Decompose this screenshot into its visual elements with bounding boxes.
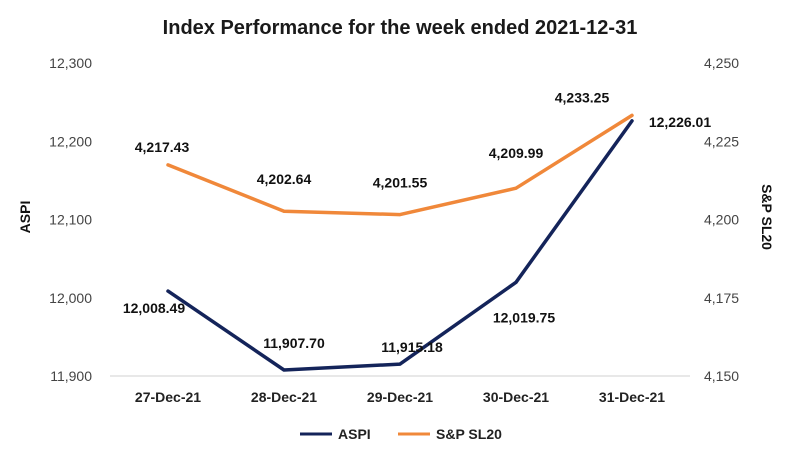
- data-label-sp-sl20: 4,233.25: [555, 89, 610, 105]
- left-axis-tick-label: 12,100: [49, 212, 92, 228]
- data-label-aspi: 12,008.49: [123, 300, 185, 316]
- x-axis-tick-label: 27-Dec-21: [135, 389, 201, 405]
- data-point-aspi: [282, 368, 286, 372]
- data-label-sp-sl20: 4,209.99: [489, 145, 544, 161]
- chart-title: Index Performance for the week ended 202…: [163, 17, 638, 39]
- left-axis-tick-label: 12,000: [49, 290, 92, 306]
- data-label-aspi: 11,907.70: [263, 335, 325, 351]
- data-label-aspi: 11,915.18: [381, 339, 443, 355]
- data-point-s-p-sl20: [166, 163, 170, 167]
- x-axis-tick-label: 29-Dec-21: [367, 389, 433, 405]
- left-axis-label: ASPI: [17, 201, 33, 234]
- data-point-s-p-sl20: [630, 113, 634, 117]
- left-axis-tick-label: 12,200: [49, 133, 92, 149]
- right-axis-tick-label: 4,175: [704, 290, 739, 306]
- data-label-sp-sl20: 4,202.64: [257, 171, 312, 187]
- data-point-aspi: [166, 289, 170, 293]
- x-axis-tick-label: 31-Dec-21: [599, 389, 665, 405]
- data-point-s-p-sl20: [514, 186, 518, 190]
- data-point-s-p-sl20: [398, 213, 402, 217]
- right-axis-ticks: 4,150 4,175 4,200 4,225 4,250: [704, 55, 739, 384]
- data-point-s-p-sl20: [282, 209, 286, 213]
- left-axis-tick-label: 12,300: [49, 55, 92, 71]
- legend-label-sp-sl20: S&P SL20: [436, 426, 502, 442]
- data-label-aspi: 12,226.01: [649, 114, 711, 130]
- data-label-sp-sl20: 4,201.55: [373, 175, 428, 191]
- data-labels: 12,008.49 11,907.70 11,915.18 12,019.75 12,2…: [123, 89, 711, 355]
- left-axis-ticks: 11,900 12,000 12,100 12,200 12,300: [49, 55, 92, 384]
- legend-label-aspi: ASPI: [338, 426, 371, 442]
- right-axis-label: S&P SL20: [759, 184, 775, 250]
- series-layer: [166, 113, 634, 372]
- x-axis-tick-label: 28-Dec-21: [251, 389, 317, 405]
- x-axis-tick-label: 30-Dec-21: [483, 389, 549, 405]
- x-axis-tick-labels: 27-Dec-21 28-Dec-21 29-Dec-21 30-Dec-21 31-D…: [135, 389, 665, 405]
- series-line-s-p-sl20: [166, 113, 634, 217]
- right-axis-tick-label: 4,250: [704, 55, 739, 71]
- data-point-aspi: [630, 119, 634, 123]
- data-point-aspi: [398, 362, 402, 366]
- right-axis-tick-label: 4,150: [704, 368, 739, 384]
- data-label-sp-sl20: 4,217.43: [135, 139, 190, 155]
- right-axis-tick-label: 4,225: [704, 133, 739, 149]
- left-axis-tick-label: 11,900: [50, 368, 92, 384]
- data-label-aspi: 12,019.75: [493, 309, 555, 325]
- legend: ASPI S&P SL20: [300, 426, 502, 442]
- right-axis-tick-label: 4,200: [704, 212, 739, 228]
- data-point-aspi: [514, 280, 518, 284]
